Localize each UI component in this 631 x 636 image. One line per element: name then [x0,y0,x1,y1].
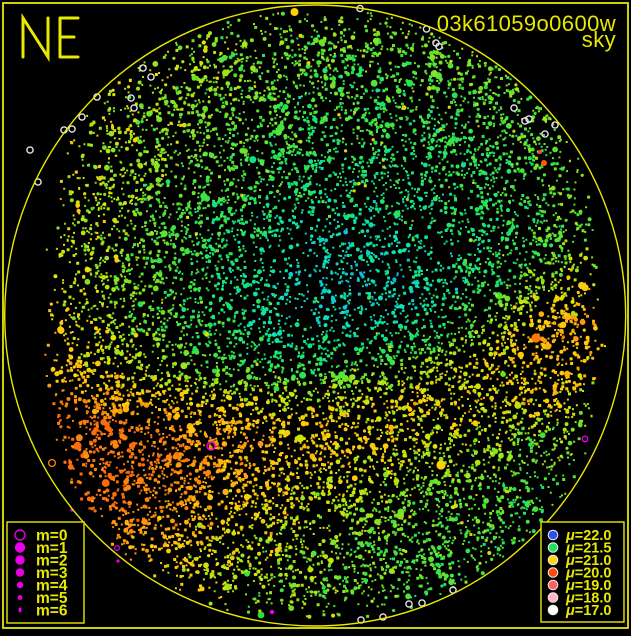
svg-text:m=0: m=0 [36,528,67,545]
svg-text:μ=22.0: μ=22.0 [565,528,611,544]
svg-text:μ=18.0: μ=18.0 [565,591,611,607]
svg-text:μ=17.0: μ=17.0 [565,603,611,619]
svg-text:μ=19.0: μ=19.0 [565,578,611,594]
svg-text:m=4: m=4 [36,578,68,595]
svg-text:m=3: m=3 [36,565,68,582]
svg-text:μ=21.5: μ=21.5 [565,541,611,557]
svg-text:m=5: m=5 [36,590,68,607]
svg-text:sky: sky [582,27,616,52]
svg-text:m=6: m=6 [36,603,68,620]
svg-text:μ=20.0: μ=20.0 [565,566,611,582]
svg-text:μ=21.0: μ=21.0 [565,553,611,569]
svg-text:m=2: m=2 [36,553,67,570]
svg-text:03k61059o0600w: 03k61059o0600w [437,11,616,36]
svg-text:m=1: m=1 [36,540,68,557]
